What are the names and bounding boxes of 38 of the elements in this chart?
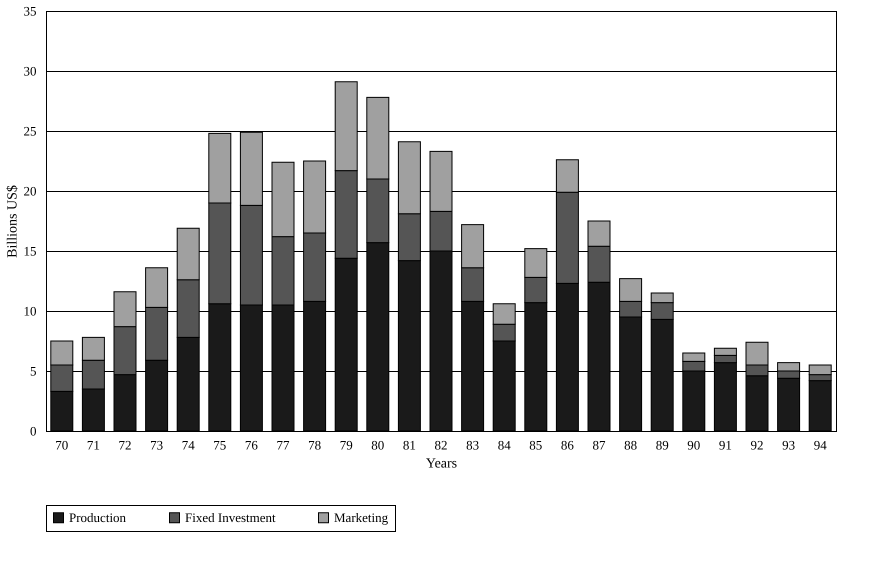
x-tick-label: 92 xyxy=(750,438,764,452)
y-tick-label: 25 xyxy=(24,124,36,138)
x-tick-label: 84 xyxy=(498,438,512,452)
x-tick-label: 86 xyxy=(560,438,574,452)
x-tick-label: 88 xyxy=(624,438,638,452)
y-tick-label: 0 xyxy=(30,424,36,438)
y-tick-label: 20 xyxy=(24,184,36,198)
x-tick-label: 70 xyxy=(55,438,68,452)
x-tick-label: 87 xyxy=(592,438,606,452)
x-tick-label: 80 xyxy=(371,438,384,452)
x-tick-label: 81 xyxy=(402,438,416,452)
x-tick-label: 78 xyxy=(308,438,322,452)
x-tick-label: 90 xyxy=(687,438,700,452)
y-axis-title: Billions US$ xyxy=(6,185,20,258)
legend-label: Fixed Investment xyxy=(185,510,276,525)
x-tick-label: 93 xyxy=(782,438,796,452)
x-tick-label: 83 xyxy=(466,438,480,452)
x-axis-title: Years xyxy=(426,456,458,472)
x-tick-label: 91 xyxy=(718,438,732,452)
x-tick-label: 94 xyxy=(814,438,828,452)
x-tick-label: 79 xyxy=(340,438,353,452)
x-tick-label: 74 xyxy=(182,438,196,452)
x-tick-label: 77 xyxy=(276,438,290,452)
x-tick-label: 82 xyxy=(434,438,448,452)
legend-label: Production xyxy=(69,510,127,525)
y-tick-label: 5 xyxy=(30,364,36,378)
y-tick-label: 15 xyxy=(24,244,36,258)
x-tick-label: 85 xyxy=(529,438,542,452)
x-tick-label: 89 xyxy=(656,438,669,452)
y-tick-label: 35 xyxy=(24,4,36,18)
x-tick-label: 76 xyxy=(244,438,258,452)
x-tick-label: 71 xyxy=(86,438,100,452)
y-tick-label: 10 xyxy=(24,304,36,318)
x-tick-label: 75 xyxy=(213,438,226,452)
legend-label: Marketing xyxy=(334,510,389,525)
x-tick-label: 72 xyxy=(118,438,132,452)
x-tick-label: 73 xyxy=(150,438,164,452)
y-tick-label: 30 xyxy=(24,64,36,78)
